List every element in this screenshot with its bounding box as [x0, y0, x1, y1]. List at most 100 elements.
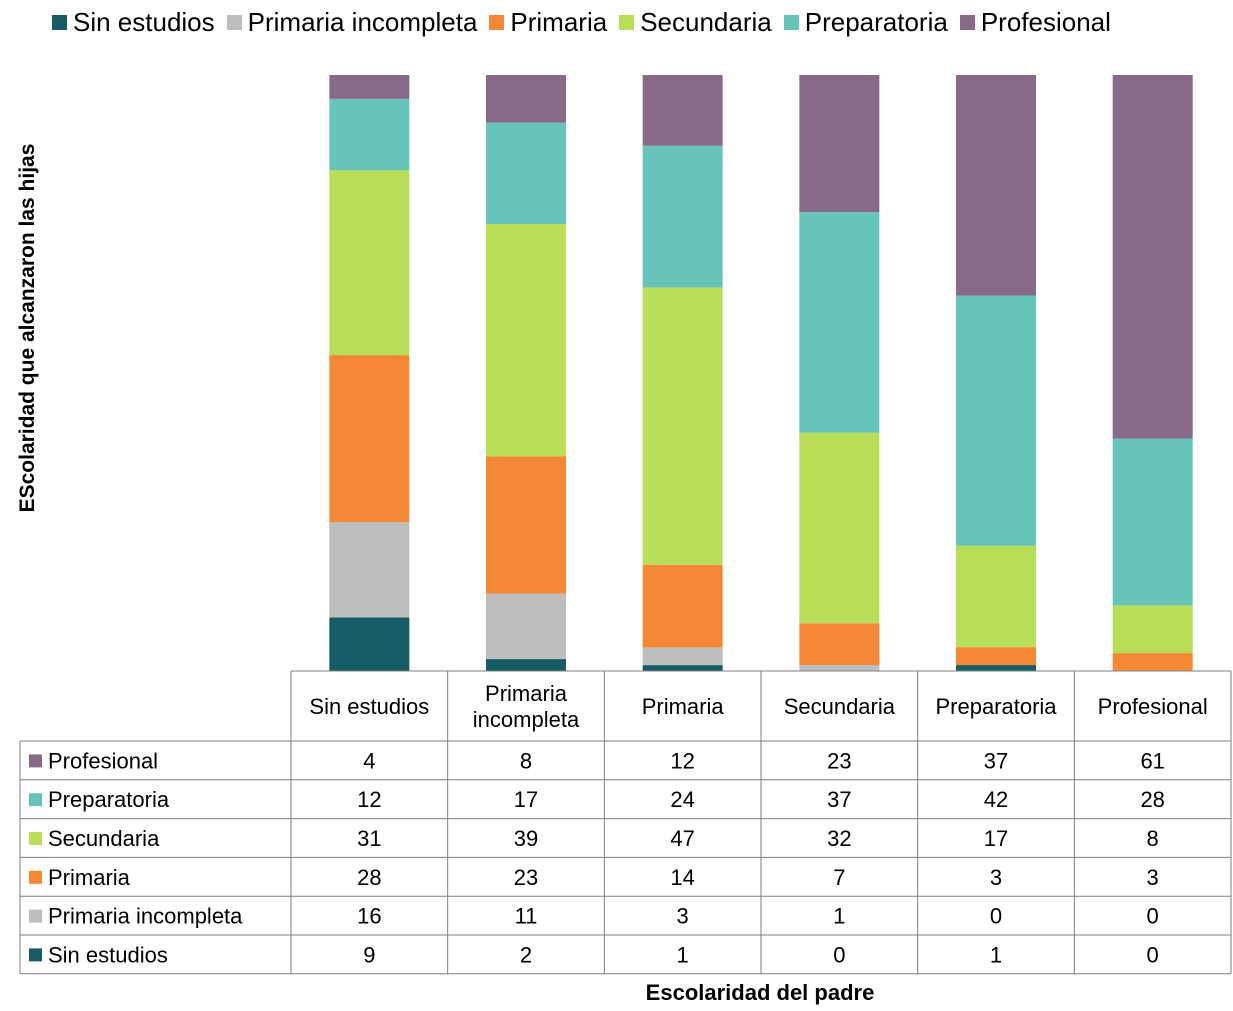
bar-preparatoria-profesional	[956, 75, 1037, 296]
data-label-preparatoria-profesional: 28	[1140, 787, 1164, 812]
legend-item-preparatoria: Preparatoria	[783, 6, 948, 38]
data-label-primaria-incompleta-sin-estudios: 16	[357, 904, 381, 929]
row-swatch-secundaria	[29, 832, 42, 845]
x-tick-label-secundaria: Secundaria	[784, 694, 896, 719]
data-label-primaria-secundaria: 7	[833, 865, 845, 890]
row-label-sin-estudios: Sin estudios	[48, 942, 168, 967]
legend-label: Sin estudios	[73, 6, 215, 37]
x-tick-label-profesional: Profesional	[1098, 694, 1208, 719]
bar-secundaria-primaria	[799, 623, 880, 666]
data-label-profesional-sin-estudios: 4	[363, 748, 375, 773]
legend-swatch	[226, 14, 242, 30]
row-label-primaria: Primaria	[48, 865, 131, 890]
bar-preparatoria-sin-estudios	[956, 665, 1037, 671]
data-label-primaria-primaria-incompleta: 23	[514, 865, 538, 890]
bar-secundaria-secundaria	[799, 432, 880, 624]
data-label-secundaria-profesional: 8	[1147, 826, 1159, 851]
data-label-sin-estudios-primaria: 1	[677, 942, 689, 967]
data-label-sin-estudios-secundaria: 0	[833, 942, 845, 967]
bar-secundaria-primaria-incompleta	[799, 665, 880, 671]
x-axis-label: Escolaridad del padre	[645, 980, 875, 1005]
bar-sin-estudios-preparatoria	[329, 98, 410, 171]
bar-primaria-incompleta-primaria	[486, 456, 567, 594]
data-label-primaria-incompleta-preparatoria: 0	[990, 904, 1002, 929]
data-label-secundaria-preparatoria: 17	[984, 826, 1008, 851]
legend-label: Preparatoria	[804, 6, 948, 37]
stacked-bar-chart: Sin estudios Primaria incompleta Primaria Se…	[19, 75, 1232, 975]
bar-profesional-preparatoria	[1112, 438, 1193, 606]
data-label-profesional-primaria-incompleta: 8	[520, 748, 532, 773]
data-label-primaria-profesional: 3	[1147, 865, 1159, 890]
legend-label: Profesional	[980, 6, 1111, 37]
legend-swatch	[489, 14, 505, 30]
legend-swatch	[783, 14, 799, 30]
legend-item-primaria: Primaria	[489, 7, 607, 38]
data-label-secundaria-secundaria: 32	[827, 826, 851, 851]
bar-sin-estudios-primaria-incompleta	[329, 522, 410, 618]
data-label-preparatoria-secundaria: 37	[827, 787, 851, 812]
chart-legend: Sin estudios Primaria incompleta Primaria S…	[52, 6, 1123, 38]
bar-preparatoria-primaria	[956, 647, 1037, 666]
row-label-primaria-incompleta: Primaria incompleta	[48, 904, 243, 929]
data-label-preparatoria-primaria: 24	[670, 787, 694, 812]
x-tick-label-primaria-incompleta: Primaria incompleta	[473, 681, 580, 732]
bar-primaria-incompleta-profesional	[486, 75, 567, 123]
bar-sin-estudios-sin-estudios	[329, 617, 410, 671]
data-label-preparatoria-sin-estudios: 12	[357, 787, 381, 812]
row-label-preparatoria: Preparatoria	[48, 787, 170, 812]
data-label-secundaria-sin-estudios: 31	[357, 826, 381, 851]
bar-primaria-incompleta-preparatoria	[486, 122, 567, 224]
data-label-secundaria-primaria: 47	[670, 826, 694, 851]
bar-sin-estudios-secundaria	[329, 170, 410, 356]
bar-secundaria-preparatoria	[799, 212, 880, 433]
data-label-primaria-preparatoria: 3	[990, 865, 1002, 890]
bar-profesional-primaria	[1112, 653, 1193, 671]
legend-item-primaria-incompleta: Primaria incompleta	[226, 6, 478, 38]
data-label-primaria-sin-estudios: 28	[357, 865, 381, 890]
bar-primaria-primaria	[642, 564, 723, 648]
legend-item-secundaria: Secundaria	[619, 7, 772, 38]
bar-primaria-primaria-incompleta	[642, 647, 723, 666]
bar-primaria-incompleta-primaria-incompleta	[486, 593, 567, 660]
x-tick-label-preparatoria: Preparatoria	[935, 694, 1057, 719]
bar-profesional-profesional	[1112, 75, 1193, 439]
legend-swatch	[959, 14, 975, 30]
data-label-profesional-primaria: 12	[670, 748, 694, 773]
row-label-profesional: Profesional	[48, 748, 158, 773]
bar-secundaria-profesional	[799, 75, 880, 213]
row-swatch-primaria-incompleta	[29, 909, 42, 923]
data-label-sin-estudios-sin-estudios: 9	[363, 942, 375, 967]
legend-item-sin-estudios: Sin estudios	[52, 7, 215, 38]
data-label-profesional-profesional: 61	[1140, 748, 1164, 773]
x-tick-label-primaria: Primaria	[642, 694, 725, 719]
data-label-preparatoria-primaria-incompleta: 17	[514, 787, 538, 812]
data-label-primaria-incompleta-primaria-incompleta: 11	[515, 904, 538, 929]
data-label-sin-estudios-primaria-incompleta: 2	[520, 942, 532, 967]
bar-primaria-sin-estudios	[642, 665, 723, 671]
bar-profesional-secundaria	[1112, 605, 1193, 654]
legend-swatch	[52, 14, 67, 30]
bar-primaria-preparatoria	[642, 145, 723, 288]
bar-sin-estudios-primaria	[329, 355, 410, 522]
data-label-profesional-preparatoria: 37	[984, 748, 1008, 773]
bar-primaria-incompleta-sin-estudios	[486, 659, 567, 671]
legend-label: Secundaria	[640, 6, 772, 37]
legend-label: Primaria incompleta	[247, 6, 478, 37]
data-label-sin-estudios-preparatoria: 1	[990, 942, 1002, 967]
data-label-preparatoria-preparatoria: 42	[984, 787, 1008, 812]
data-label-primaria-incompleta-profesional: 0	[1147, 904, 1159, 929]
bar-preparatoria-secundaria	[956, 545, 1037, 648]
bar-primaria-secundaria	[642, 287, 723, 565]
data-label-primaria-incompleta-primaria: 3	[677, 904, 689, 929]
legend-label: Primaria	[510, 6, 608, 37]
bar-preparatoria-preparatoria	[956, 295, 1037, 546]
x-tick-label-sin-estudios: Sin estudios	[309, 694, 429, 719]
bar-sin-estudios-profesional	[329, 75, 410, 99]
data-label-primaria-primaria: 14	[670, 865, 694, 890]
row-swatch-preparatoria	[29, 793, 42, 807]
data-label-sin-estudios-profesional: 0	[1147, 942, 1159, 967]
data-label-secundaria-primaria-incompleta: 39	[514, 826, 538, 851]
data-label-profesional-secundaria: 23	[827, 748, 851, 773]
bar-primaria-profesional	[642, 75, 723, 146]
legend-swatch	[619, 14, 635, 30]
